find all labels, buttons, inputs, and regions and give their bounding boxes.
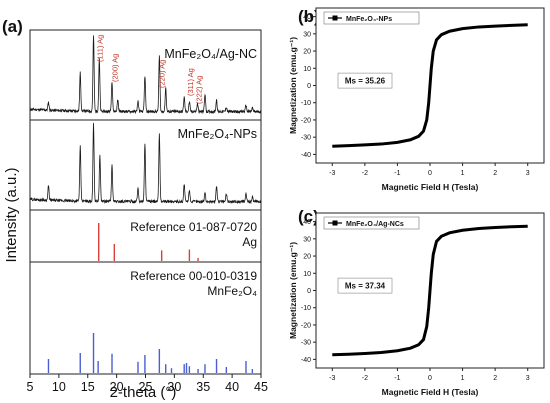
xrd-x-axis: 5 10 15 20 25 30 35 40 45	[27, 374, 268, 394]
hyst-b-curve	[332, 23, 528, 148]
xrd-ag-nc-trace	[29, 35, 262, 115]
ag-peak-label: (311) Ag	[186, 68, 195, 96]
ag-peak-label: (200) Ag	[110, 54, 119, 82]
panel-label-b: (b)	[298, 7, 320, 26]
hyst-c-x-axis-label: Magnetic Field H (Tesla)	[382, 387, 479, 397]
hyst-b-y-tick-label: 0	[307, 83, 311, 90]
xrd-x-tick-label: 35	[196, 380, 210, 394]
hyst-c-legend-label: MnFe₂O₄/Ag-NCs	[346, 221, 404, 228]
hyst-b-x-tick-label: 1	[461, 170, 465, 177]
hyst-c-y-tick-label: -20	[301, 322, 311, 329]
panel-label-a: (a)	[2, 17, 23, 36]
ref-ag-label: Reference 01-087-0720	[130, 220, 257, 234]
hyst-b-x-tick-label: 3	[526, 170, 530, 177]
hyst-b-x-tick-label: 2	[493, 170, 497, 177]
ref-mnfe2o4-sublabel: MnFe₂O₄	[207, 284, 257, 298]
hyst-c-y-tick-label: 0	[307, 288, 311, 295]
ag-peak-label: (220) Ag	[158, 60, 167, 88]
hyst-b-ms-label: Ms = 35.26	[345, 77, 386, 86]
hyst-c-y-tick-label: -30	[301, 340, 311, 347]
hyst-b-legend-marker	[332, 15, 338, 21]
hyst-c-y-tick-label: 10	[303, 271, 311, 278]
hyst-c-curve	[332, 224, 528, 357]
hyst-b-y-tick-label: -30	[301, 135, 311, 142]
ag-peak-label: (222) Ag	[195, 76, 204, 104]
xrd-x-tick-label: 20	[110, 380, 124, 394]
hyst-c-legend-box	[323, 216, 420, 230]
hyst-c-x-tick-label: -1	[394, 375, 400, 382]
ref-ag-sublabel: Ag	[242, 235, 257, 249]
hyst-b-y-tick-label: -40	[301, 152, 311, 159]
hyst-c-x-tick-label: -2	[362, 375, 368, 382]
hyst-b-y-axis-label: Magnetization (emu.g⁻¹)	[288, 37, 298, 134]
hyst-c-ms-box	[337, 277, 393, 294]
hyst-c-y-axis-label: Magnetization (emu.g⁻¹)	[288, 242, 298, 339]
hyst-b-x-axis-label: Magnetic Field H (Tesla)	[382, 182, 479, 192]
hyst-c-y-tick-label: -40	[301, 357, 311, 364]
xrd-nps-series	[29, 122, 262, 205]
ag-peak-label: (111) Ag	[95, 35, 104, 62]
xrd-nps-label: MnFe₂O₄-NPs	[178, 127, 257, 141]
xrd-x-tick-label: 45	[254, 380, 268, 394]
hyst-b-y-tick-label: 10	[303, 66, 311, 73]
hyst-c-y-tick-label: 30	[303, 236, 311, 243]
hyst-c-x-tick-label: 3	[526, 375, 530, 382]
hyst-c-legend-marker	[332, 220, 338, 226]
hyst-b-legend-box	[323, 11, 420, 25]
hyst-c-x-tick-label: 2	[493, 375, 497, 382]
hyst-b-ms-box	[337, 72, 393, 89]
hyst-c-x-tick-label: 1	[461, 375, 465, 382]
hyst-b-y-tick-label: 40	[303, 14, 311, 21]
hyst-b-legend-label: MnFe₂O₄-NPs	[346, 16, 392, 23]
hyst-c-y-tick-label: 20	[303, 254, 311, 261]
xrd-ref-mnfe2o4-series	[47, 333, 254, 373]
hyst-c-ms-label: Ms = 37.34	[345, 282, 386, 291]
xrd-y-axis-label: Intensity (a.u.)	[3, 167, 20, 262]
hyst-c-y-tick-label: -10	[301, 305, 311, 312]
xrd-nps-trace	[29, 122, 262, 205]
hyst-b-x-tick-label: -2	[362, 170, 368, 177]
hyst-b-x-tick-label: 0	[428, 170, 432, 177]
hyst-c-y-tick-label: 40	[303, 219, 311, 226]
xrd-x-tick-label: 25	[139, 380, 153, 394]
hyst-b-y-tick-label: 20	[303, 49, 311, 56]
xrd-ref-ag-series	[98, 223, 199, 261]
xrd-x-tick-label: 40	[225, 380, 239, 394]
hyst-b-y-tick-label: 30	[303, 31, 311, 38]
hyst-b-x-tick-label: -1	[394, 170, 400, 177]
hyst-b-y-tick-label: -20	[301, 117, 311, 124]
xrd-x-tick-label: 15	[81, 380, 95, 394]
xrd-x-tick-label: 5	[27, 380, 34, 394]
xrd-plot: 5 10 15 20 25 30 35 40 45 MnFe₂O₄/Ag-NC (111) Ag…	[27, 29, 268, 394]
xrd-ag-nc-series	[29, 35, 262, 115]
hyst-c-x-tick-label: 0	[428, 375, 432, 382]
hyst-c-x-tick-label: -3	[329, 375, 335, 382]
ref-mnfe2o4-label: Reference 00-010-0319	[130, 269, 257, 283]
xrd-x-axis-label: 2-theta (°)	[110, 384, 177, 401]
xrd-x-tick-label: 30	[167, 380, 181, 394]
xrd-ag-nc-label: MnFe₂O₄/Ag-NC	[164, 47, 257, 61]
xrd-x-tick-label: 10	[52, 380, 66, 394]
hyst-b-x-tick-label: -3	[329, 170, 335, 177]
hyst-b-y-tick-label: -10	[301, 100, 311, 107]
ag-peak-labels: (111) Ag (200) Ag (220) Ag (311) Ag (222) Ag	[95, 35, 203, 104]
